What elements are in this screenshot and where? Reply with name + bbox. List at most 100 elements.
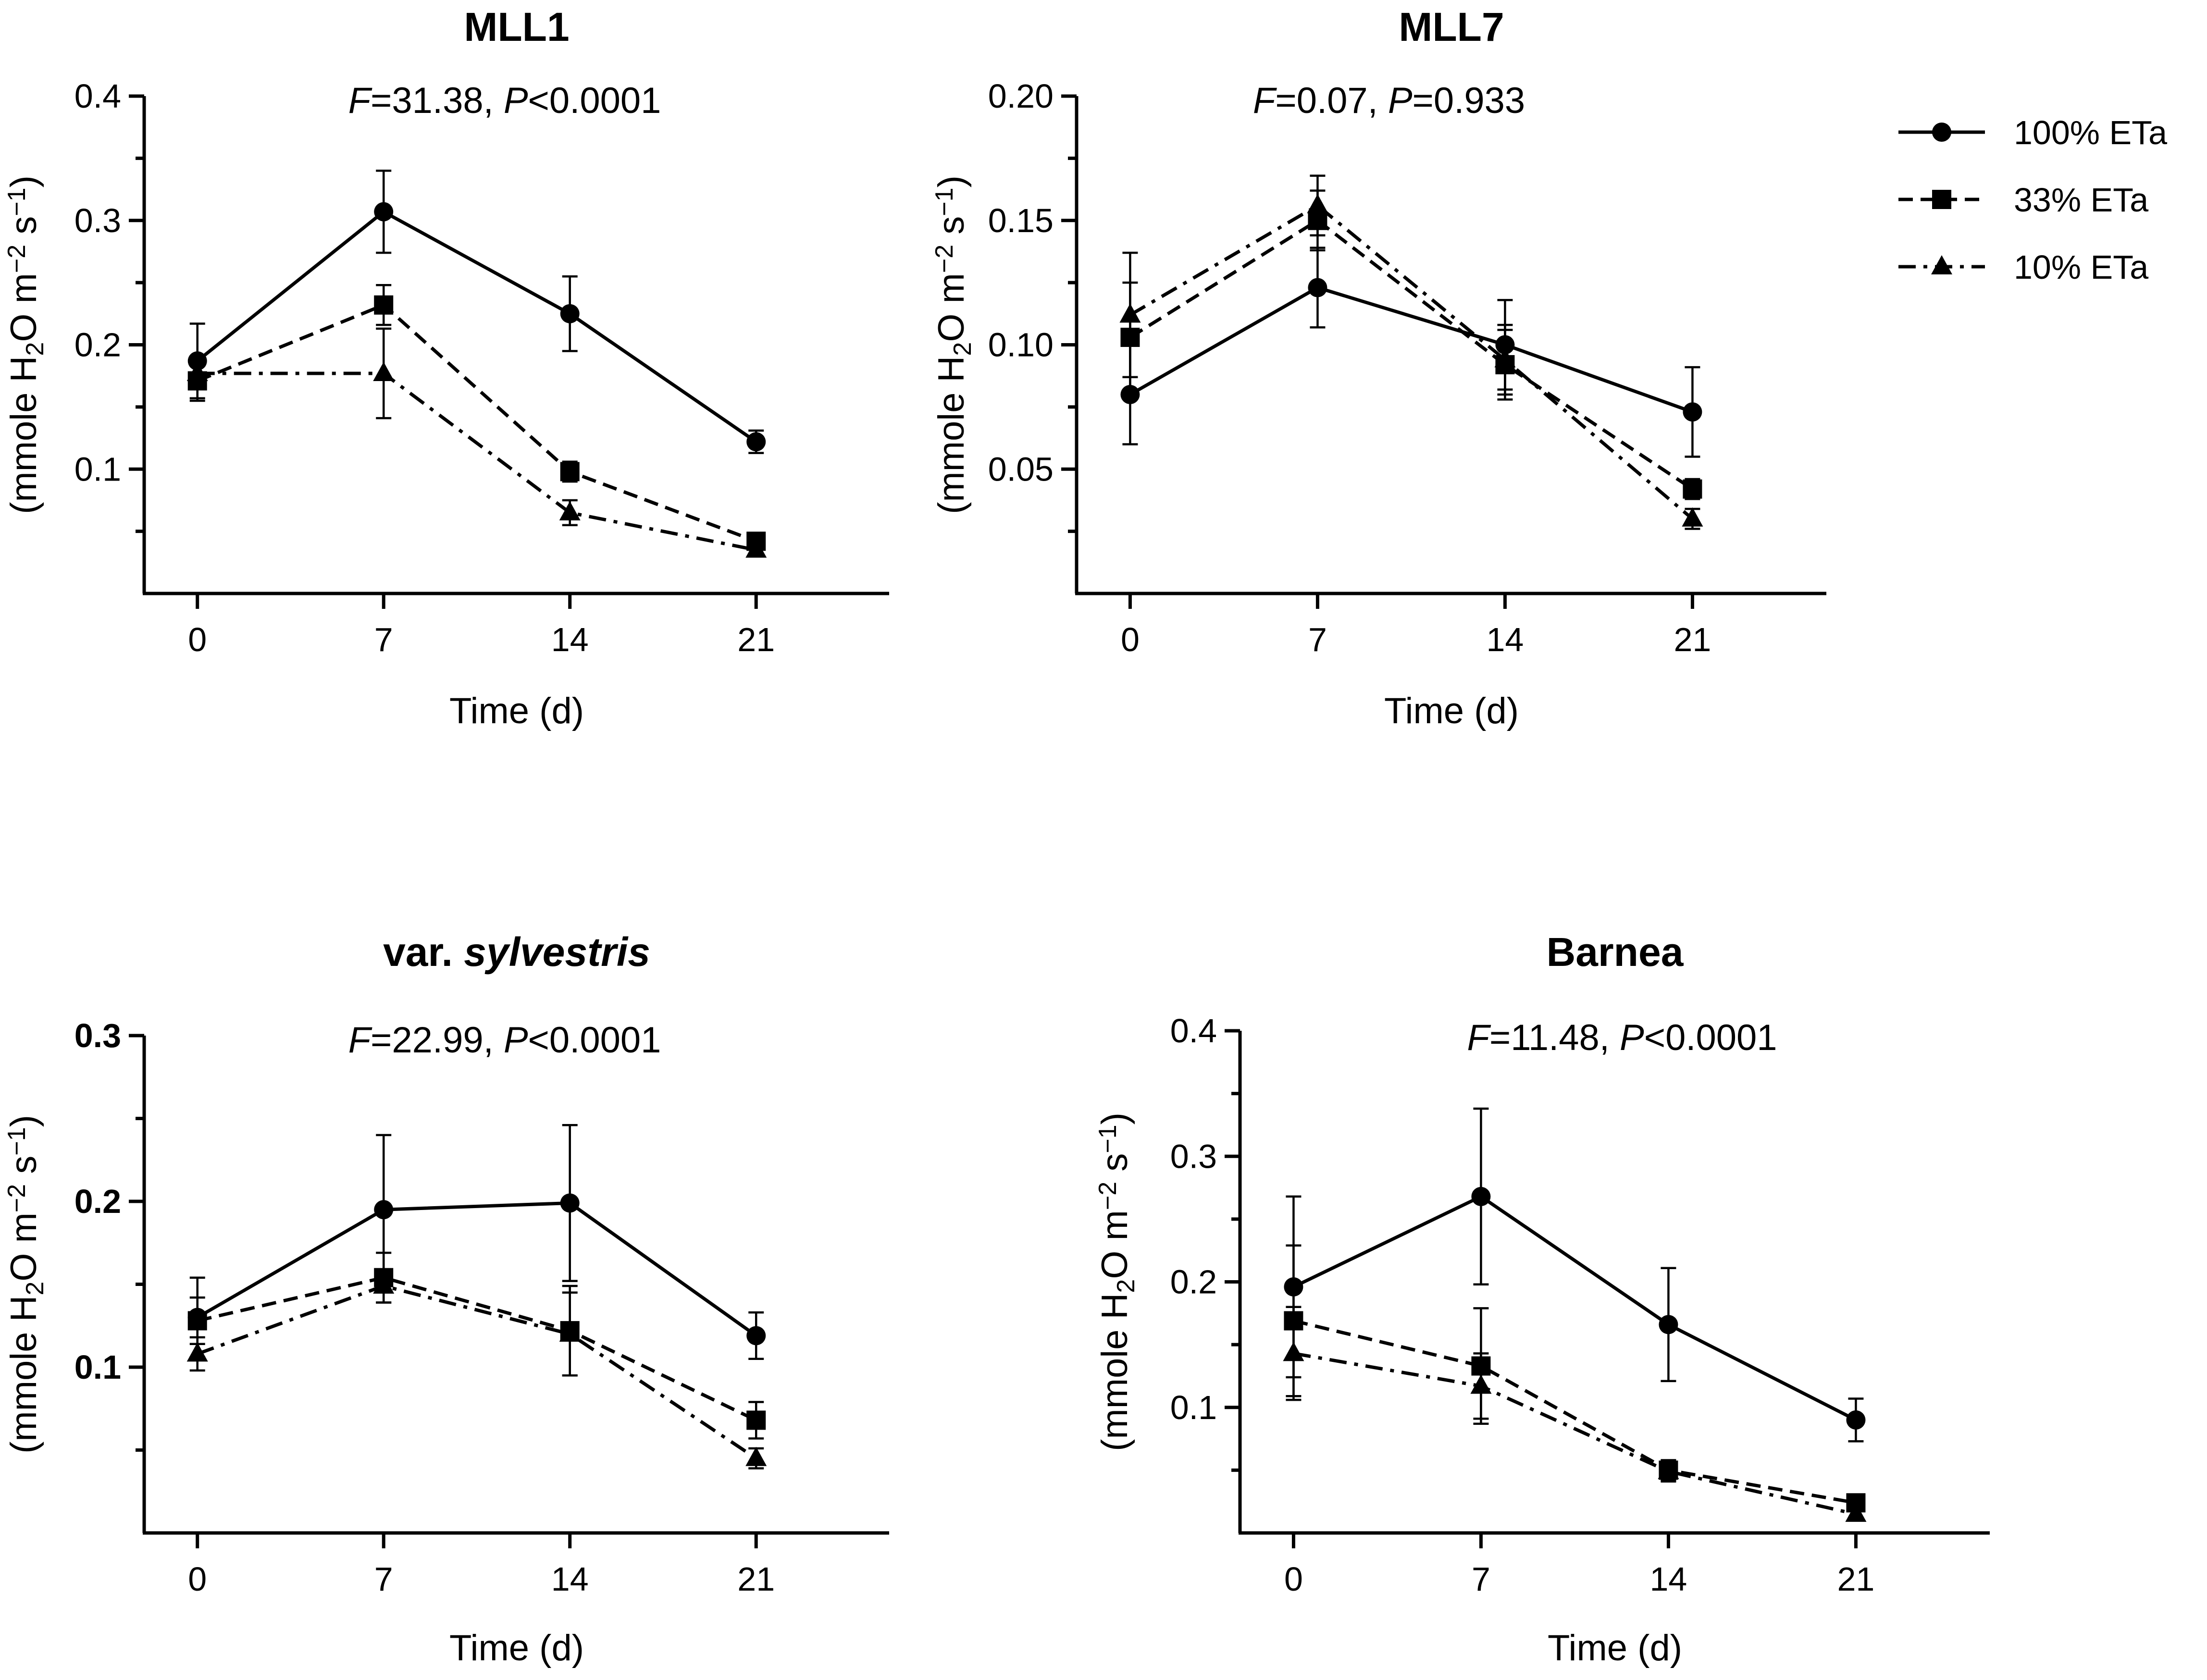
data-point-eta-100: [1683, 402, 1702, 422]
series-line-eta-33: [1129, 218, 1694, 491]
stat-annotation: F=11.48, P<0.0001: [1467, 1017, 1777, 1058]
stat-annotation: F=31.38, P<0.0001: [348, 80, 661, 121]
series-line-eta-100: [196, 210, 757, 444]
legend-marker-eta-100: [1932, 123, 1951, 142]
series-line-eta-10: [1129, 203, 1694, 520]
data-point-eta-10: [559, 1322, 581, 1342]
data-point-eta-10: [1682, 507, 1703, 527]
series-eta-10: [186, 327, 767, 558]
x-tick-label: 14: [1649, 1560, 1687, 1598]
x-tick-label: 14: [551, 621, 589, 658]
y-tick-label: 0.15: [988, 202, 1054, 239]
data-point-eta-10: [1470, 1374, 1492, 1394]
x-tick-label: 0: [188, 621, 207, 658]
x-tick-label: 0: [1121, 621, 1140, 658]
data-point-eta-100: [1846, 1410, 1866, 1430]
data-point-eta-33: [746, 1410, 766, 1430]
data-point-eta-33: [560, 462, 580, 482]
series-eta-33: [187, 284, 766, 551]
legend-label-eta-100: 100% ETa: [2014, 114, 2167, 151]
series-line-eta-10: [197, 371, 756, 552]
y-tick-label: 0.3: [74, 202, 121, 239]
y-tick-label: 0.05: [988, 450, 1054, 488]
x-tick-label: 7: [374, 1560, 393, 1598]
series-line-eta-33: [197, 1276, 757, 1422]
data-point-eta-10: [745, 1446, 767, 1466]
series-eta-100: [187, 1124, 766, 1360]
series-line-eta-33: [197, 303, 757, 543]
x-tick-label: 21: [737, 1560, 775, 1598]
series-eta-33: [1120, 189, 1702, 500]
data-point-eta-10: [1494, 348, 1516, 368]
x-tick-label: 7: [1472, 1560, 1490, 1598]
series-line-eta-100: [1129, 285, 1693, 414]
panel-4: Barnea F=11.48, P<0.0001 0.1 0.2 0.3 0.4 0 7 14 2…: [1094, 929, 1990, 1668]
series-eta-10: [186, 1268, 767, 1470]
legend-item-eta-33: 33% ETa: [1898, 181, 2148, 219]
y-tick-label: 0.2: [74, 1183, 121, 1220]
y-axis-label: (mmole H2O m−2 s−1): [1094, 1112, 1140, 1451]
legend-marker-eta-10: [1931, 255, 1952, 274]
data-point-eta-10: [1658, 1459, 1679, 1479]
x-tick-label: 7: [1308, 621, 1327, 658]
legend-label-eta-10: 10% ETa: [2014, 248, 2148, 286]
data-point-eta-10: [1845, 1502, 1867, 1522]
y-tick-label: 0.1: [74, 1348, 121, 1386]
legend-item-eta-100: 100% ETa: [1898, 114, 2167, 151]
legend-label-eta-33: 33% ETa: [2014, 181, 2148, 219]
y-axis-label: (mmole H2O m−2 s−1): [3, 175, 49, 514]
data-point-eta-100: [560, 1193, 580, 1213]
x-axis-label: Time (d): [449, 691, 584, 731]
x-axis-label: Time (d): [1384, 691, 1519, 731]
panel-title: Barnea: [1547, 929, 1684, 975]
x-axis-label: Time (d): [1548, 1628, 1682, 1668]
series-line-eta-10: [197, 1284, 757, 1460]
panel-title: MLL1: [464, 4, 569, 49]
data-point-eta-100: [1308, 278, 1327, 297]
y-tick-label: 0.20: [988, 77, 1054, 115]
panel-title: var. sylvestris: [383, 929, 650, 975]
x-tick-label: 14: [551, 1560, 589, 1598]
data-point-eta-33: [374, 295, 394, 315]
data-point-eta-10: [1283, 1342, 1304, 1361]
y-tick-label: 0.4: [1170, 1012, 1217, 1050]
data-point-eta-100: [1659, 1315, 1678, 1334]
data-point-eta-10: [745, 538, 767, 558]
data-point-eta-100: [560, 304, 580, 323]
panel-title: MLL7: [1399, 4, 1504, 49]
data-point-eta-10: [186, 362, 208, 382]
data-point-eta-10: [373, 362, 395, 382]
x-tick-label: 14: [1486, 621, 1524, 658]
x-tick-label: 7: [374, 621, 393, 658]
series-line-eta-10: [1293, 1351, 1857, 1516]
x-tick-label: 0: [188, 1560, 207, 1598]
data-point-eta-100: [746, 1326, 766, 1346]
y-tick-label: 0.4: [74, 77, 121, 115]
data-point-eta-10: [1119, 303, 1141, 323]
panel-2: MLL7 F=0.07, P=0.933 0.05 0.10 0.15 0.20 0 7 14 2…: [930, 4, 1826, 731]
data-point-eta-10: [1307, 194, 1328, 213]
data-point-eta-100: [374, 202, 394, 222]
x-tick-label: 21: [1837, 1560, 1874, 1598]
stat-annotation: F=22.99, P<0.0001: [348, 1020, 661, 1061]
legend-marker-eta-33: [1932, 190, 1951, 209]
y-tick-label: 0.3: [74, 1017, 121, 1054]
series-eta-100: [1284, 1107, 1866, 1443]
series-eta-100: [1120, 247, 1702, 458]
data-point-eta-100: [1471, 1186, 1491, 1206]
x-tick-label: 0: [1284, 1560, 1303, 1598]
data-point-eta-100: [374, 1200, 394, 1220]
series-line-eta-33: [1293, 1319, 1857, 1505]
panel-3: var. sylvestris F=22.99, P<0.0001 0.1 0.2 0.…: [3, 929, 889, 1668]
data-point-eta-10: [559, 501, 581, 520]
y-tick-label: 0.2: [74, 326, 121, 364]
data-point-eta-10: [373, 1274, 395, 1294]
data-point-eta-33: [187, 1311, 207, 1331]
legend-item-eta-10: 10% ETa: [1898, 248, 2148, 286]
y-tick-label: 0.1: [74, 450, 121, 488]
y-tick-label: 0.10: [988, 326, 1054, 364]
y-tick-label: 0.3: [1170, 1137, 1217, 1175]
x-tick-label: 21: [737, 621, 775, 658]
series-eta-10: [1119, 174, 1703, 530]
